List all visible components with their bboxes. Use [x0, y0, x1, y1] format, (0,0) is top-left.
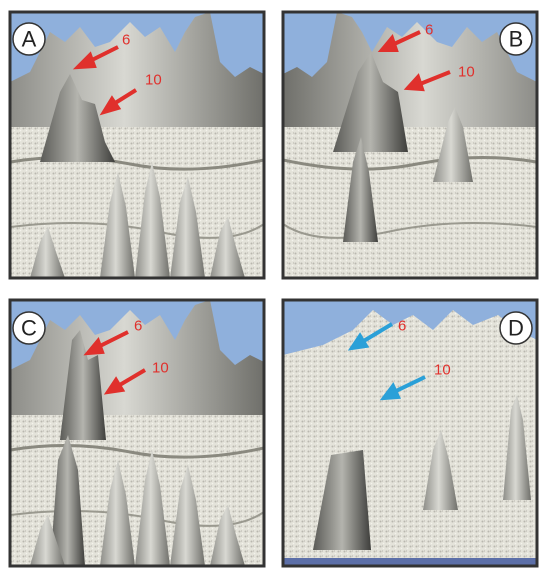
arrows — [72, 30, 451, 395]
arrow-label: 10 — [145, 72, 162, 89]
panel — [281, 10, 539, 280]
panel-labels: A B C D — [12, 22, 533, 345]
arrow-label: 10 — [152, 360, 169, 377]
arrow-label: 6 — [425, 22, 433, 39]
arrow-labels: 6 10 6 10 6 10 6 10 — [122, 22, 475, 379]
arrow-label: 6 — [134, 318, 142, 335]
panel — [8, 10, 266, 280]
panel-label: A — [22, 27, 37, 52]
panel-label: D — [508, 316, 524, 341]
panel — [281, 298, 539, 568]
arrow-label: 10 — [458, 64, 475, 81]
panel-label: C — [21, 316, 37, 341]
panel — [8, 298, 266, 568]
arrow-label: 6 — [398, 318, 406, 335]
arrow-label: 10 — [434, 362, 451, 379]
arrows — [347, 322, 426, 401]
panel-label: B — [509, 27, 524, 52]
arrow-label: 6 — [122, 32, 130, 49]
